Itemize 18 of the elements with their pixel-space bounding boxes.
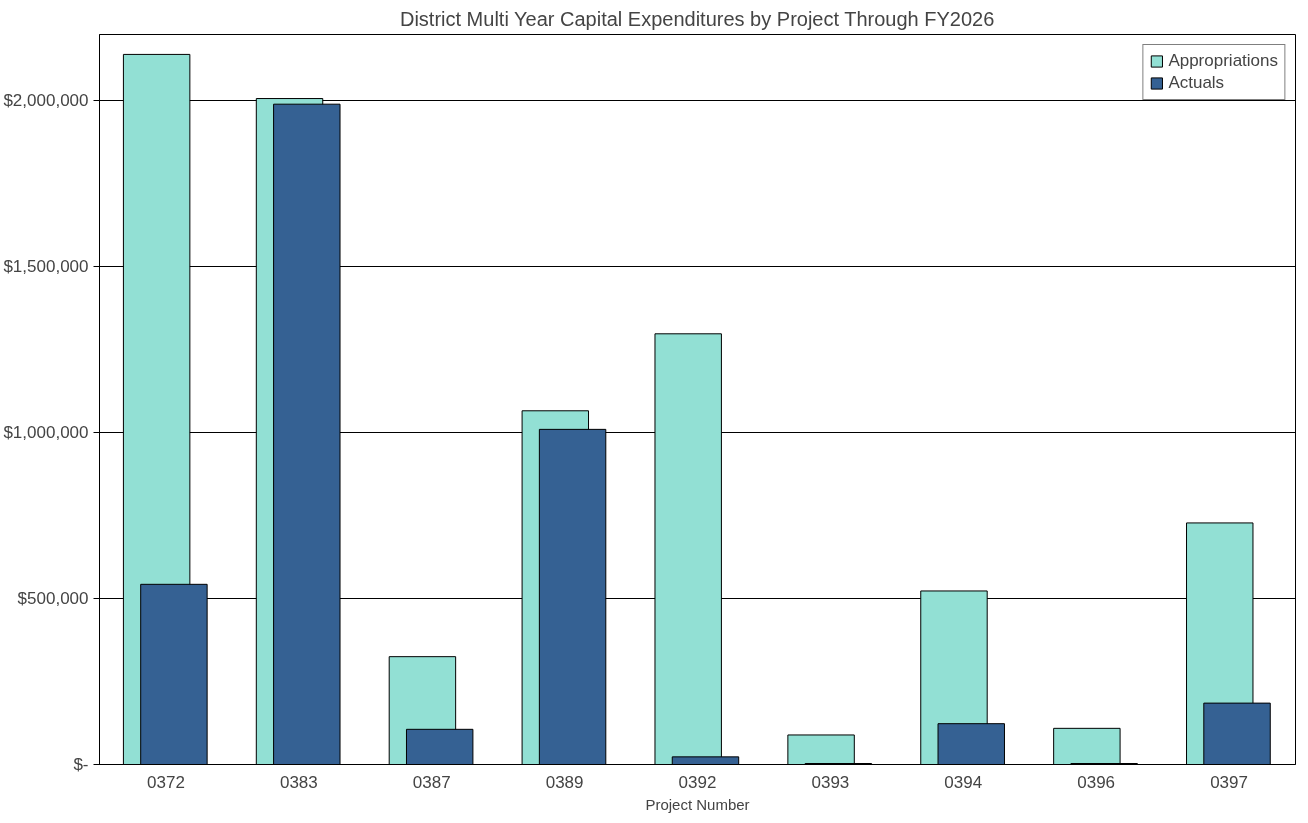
legend-label: Actuals xyxy=(1168,73,1225,93)
x-tick-label: 0383 xyxy=(279,772,318,792)
legend-label: Appropriations xyxy=(1168,51,1278,71)
y-tick-label: $1,000,000 xyxy=(3,423,89,443)
x-tick-label: 0397 xyxy=(1210,772,1248,792)
x-tick-label: 0387 xyxy=(412,772,451,792)
x-tick-label: 0392 xyxy=(678,772,717,792)
chart-title: District Multi Year Capital Expenditures by Project Through FY2026 xyxy=(399,7,995,30)
x-tick-label: 0389 xyxy=(545,772,584,792)
y-tick-label: $500,000 xyxy=(17,589,89,609)
x-tick-label: 0393 xyxy=(811,772,850,792)
y-tick-label: $1,500,000 xyxy=(3,257,89,277)
x-tick-label: 0372 xyxy=(147,772,185,792)
y-tick-label: $- xyxy=(73,755,89,774)
y-tick-label: $2,000,000 xyxy=(3,91,89,111)
x-tick-label: 0396 xyxy=(1077,772,1116,792)
x-axis-title: Project Number xyxy=(645,795,750,813)
x-tick-label: 0394 xyxy=(944,772,983,792)
